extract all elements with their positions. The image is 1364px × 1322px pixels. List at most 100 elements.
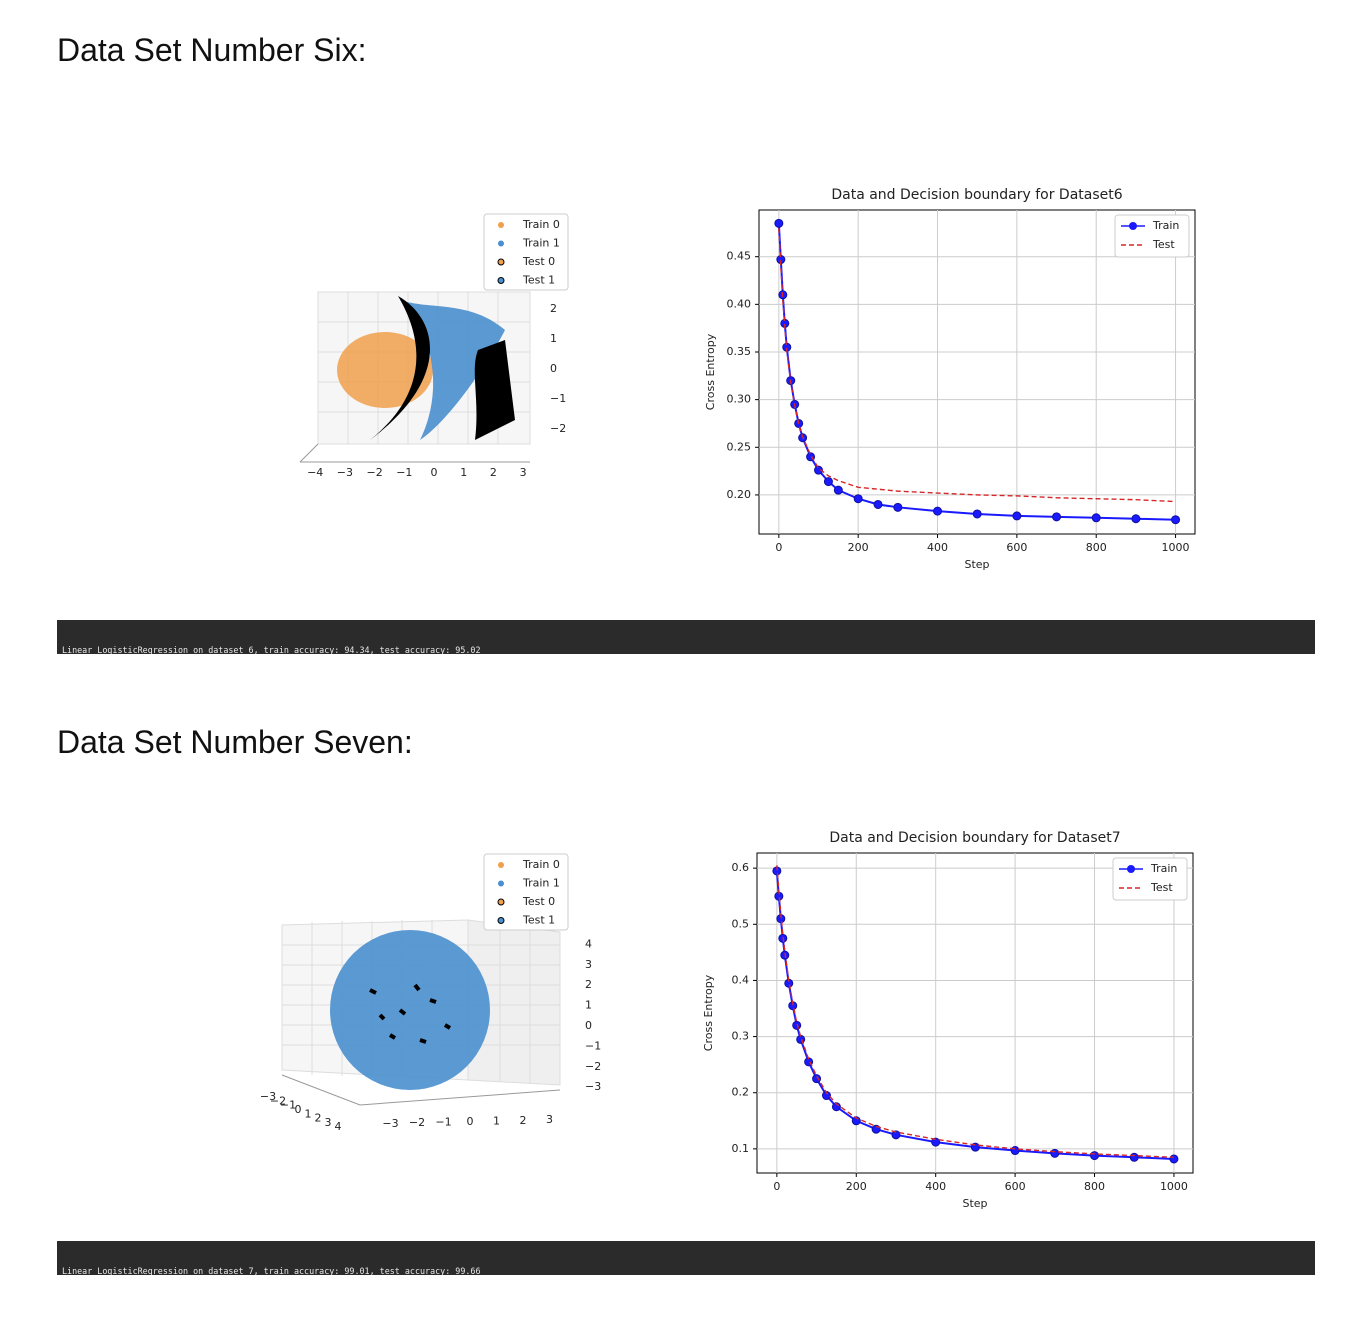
x-axis-label: Step — [962, 1197, 987, 1210]
chart-title: Data and Decision boundary for Dataset7 — [829, 830, 1120, 846]
legend-marker — [497, 917, 505, 924]
scatter-cloud — [330, 930, 490, 1090]
console-output: Linear LogisticRegression on dataset 7, … — [57, 1241, 1315, 1275]
series-marker — [891, 1130, 901, 1140]
legend-label: Test — [1150, 881, 1173, 894]
x-tick-label: 2 — [490, 466, 497, 479]
series-marker — [1169, 1154, 1179, 1164]
x-tick-label: 1 — [493, 1114, 500, 1127]
series-marker — [1131, 514, 1141, 524]
legend-marker — [497, 258, 505, 266]
series-line — [776, 865, 1174, 1158]
legend-label: Train — [1152, 219, 1179, 232]
series-marker — [1012, 511, 1022, 521]
legend-box — [483, 853, 569, 931]
legend-marker — [1127, 865, 1135, 873]
series-marker — [814, 465, 824, 475]
series-marker — [792, 1020, 802, 1030]
cloud-specks — [369, 983, 452, 1044]
series-marker — [873, 499, 883, 509]
console-line: Linear LogisticRegression on dataset 6, … — [62, 645, 481, 654]
x-tick-label: 200 — [848, 541, 869, 554]
scatter-cloud — [337, 296, 515, 440]
series-marker — [972, 509, 982, 519]
z-tick-label: 2 — [585, 978, 592, 991]
cloud-train0 — [337, 332, 433, 408]
x-tick-label: −3 — [382, 1117, 398, 1130]
axis-line — [299, 443, 530, 463]
x-tick-label: −3 — [337, 466, 353, 479]
x-tick-label: 1 — [460, 466, 467, 479]
y-tick-label: 0.35 — [727, 345, 752, 358]
x-tick-label: 0 — [773, 1180, 780, 1193]
legend-label: Test 0 — [522, 255, 555, 268]
x-tick-label: 0 — [467, 1115, 474, 1128]
x-tick-label: 400 — [925, 1180, 946, 1193]
plot-area — [756, 852, 1194, 1174]
series-marker — [853, 494, 863, 504]
x-tick-label: −1 — [435, 1116, 451, 1129]
y-axis-label: Cross Entropy — [704, 333, 717, 410]
x-tick-label: 1000 — [1160, 1180, 1188, 1193]
x-tick-label: 800 — [1086, 541, 1107, 554]
series-marker — [833, 485, 843, 495]
x-tick-label: −2 — [409, 1116, 425, 1129]
legend-label: Train 1 — [522, 877, 560, 890]
y-tick-label: 0.4 — [732, 973, 750, 986]
series-line — [778, 228, 1176, 503]
legend-label: Test 0 — [522, 895, 555, 908]
y-tick-label: 4 — [335, 1120, 342, 1133]
y-tick-label: −1 — [280, 1099, 296, 1112]
z-tick-label: −1 — [585, 1039, 601, 1052]
x-tick-label: 3 — [520, 466, 527, 479]
chart-title: Data and Decision boundary for Dataset6 — [831, 187, 1122, 203]
y-tick-label: 0.30 — [727, 393, 752, 406]
series-marker — [933, 506, 943, 516]
y-tick-label: 0.6 — [732, 861, 750, 874]
y-tick-label: 1 — [305, 1107, 312, 1120]
series-marker — [1050, 1148, 1060, 1158]
x-tick-label: −2 — [366, 466, 382, 479]
series-marker — [1010, 1146, 1020, 1156]
x-tick-label: 1000 — [1162, 541, 1190, 554]
series-marker — [1091, 513, 1101, 523]
series-marker — [1129, 1152, 1139, 1162]
series-marker — [823, 477, 833, 487]
series-marker — [812, 1074, 822, 1084]
x-tick-label: 0 — [775, 541, 782, 554]
z-tick-label: −1 — [550, 392, 566, 405]
boundary — [474, 340, 515, 440]
cloud-train1 — [330, 930, 490, 1090]
y-tick-label: 0.20 — [727, 488, 752, 501]
series-marker — [893, 502, 903, 512]
x-tick-label: 0 — [431, 466, 438, 479]
x-axis-label: Step — [964, 558, 989, 571]
legend-box — [483, 213, 569, 291]
console-line: Linear LogisticRegression on dataset 7, … — [62, 1266, 481, 1275]
x-tick-label: 200 — [846, 1180, 867, 1193]
x-tick-label: 800 — [1084, 1180, 1105, 1193]
x-tick-label: 600 — [1005, 1180, 1026, 1193]
y-tick-label: 0 — [295, 1103, 302, 1116]
legend-marker — [497, 898, 505, 906]
z-tick-label: 0 — [550, 362, 557, 375]
legend-label: Test 1 — [522, 914, 555, 927]
legend-label: Train 1 — [522, 237, 560, 250]
y-tick-label: 3 — [325, 1116, 332, 1129]
z-tick-label: 2 — [550, 302, 557, 315]
y-tick-label: −2 — [270, 1094, 286, 1107]
z-tick-label: −2 — [550, 422, 566, 435]
legend-marker — [498, 222, 504, 228]
legend-label: Train 0 — [522, 218, 560, 231]
x-tick-label: −4 — [307, 466, 323, 479]
series-marker — [1171, 515, 1181, 525]
legend-label: Train — [1150, 862, 1177, 875]
z-tick-label: 0 — [585, 1019, 592, 1032]
series-marker — [1090, 1151, 1100, 1161]
boundary — [370, 296, 431, 440]
legend-label: Test — [1152, 238, 1175, 251]
y-tick-label: 0.45 — [727, 250, 752, 263]
y-axis-label: Cross Entropy — [702, 974, 715, 1051]
